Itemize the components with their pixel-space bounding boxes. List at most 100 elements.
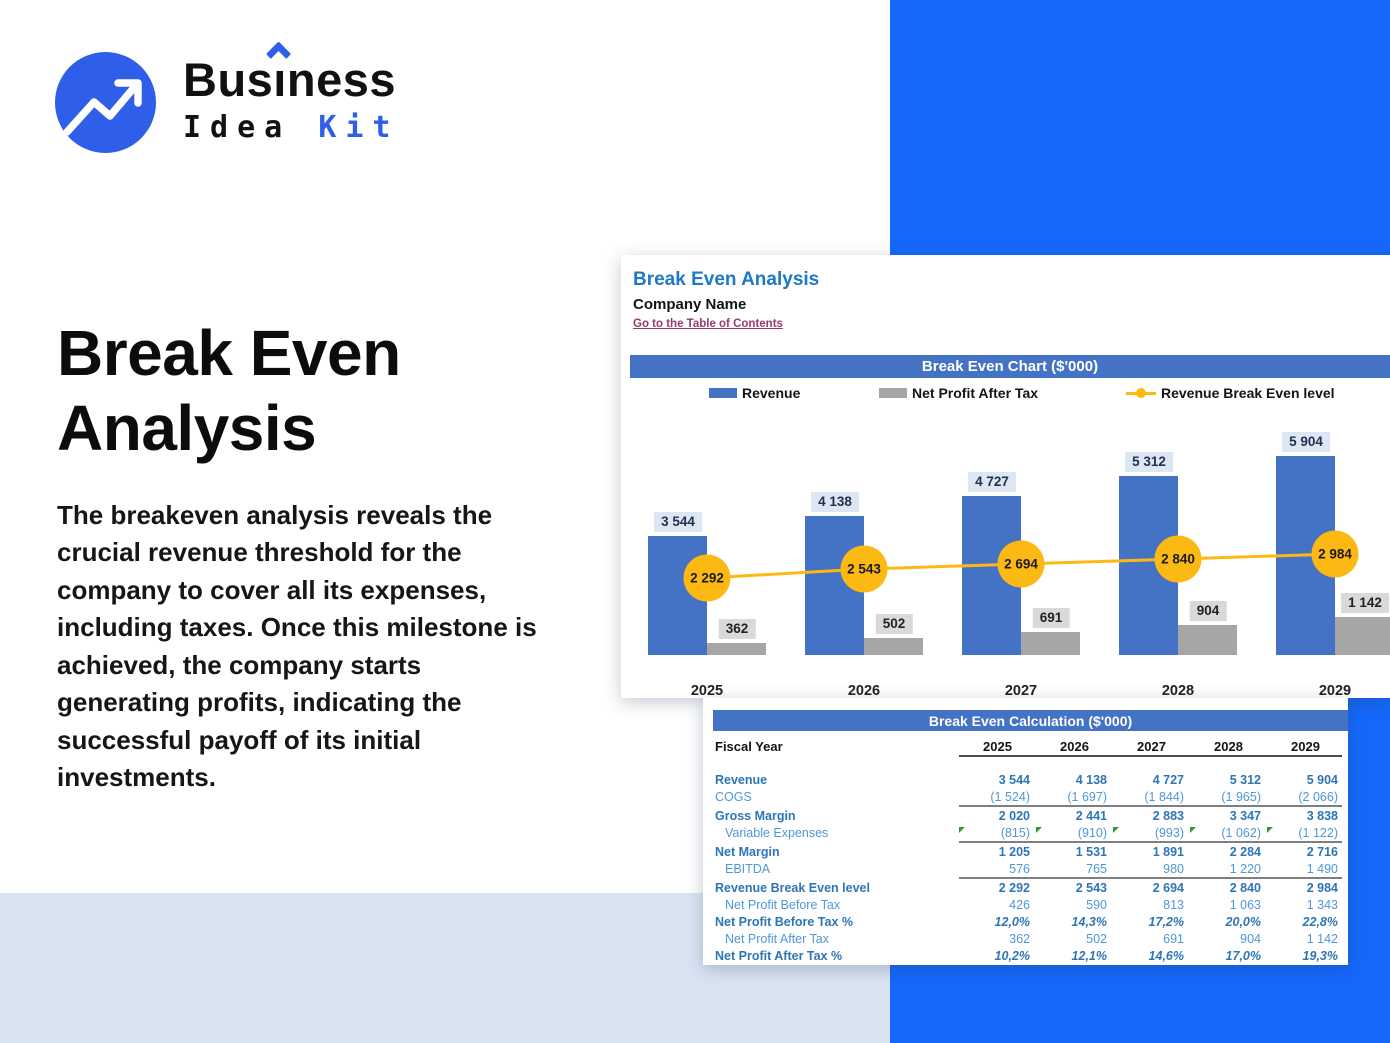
revenue-value-label: 5 312 <box>1125 452 1173 472</box>
row-value: 4 138 <box>1075 772 1107 787</box>
row-value: 2 984 <box>1306 880 1338 895</box>
row-value: (1 697) <box>1067 789 1107 804</box>
row-value: 765 <box>1086 861 1107 876</box>
row-value: (1 062) <box>1190 826 1267 840</box>
x-axis-label: 2027 <box>1004 683 1038 699</box>
row-value: 2 284 <box>1229 844 1261 859</box>
revenue-swatch-icon <box>709 388 737 398</box>
row-value: 17,2% <box>1148 914 1184 929</box>
row-value: 2 020 <box>998 808 1030 823</box>
net-profit-value-label: 691 <box>1032 608 1070 628</box>
x-axis-label: 2029 <box>1318 683 1352 699</box>
row-value: (2 066) <box>1298 789 1338 804</box>
row-rule <box>959 877 1342 879</box>
x-axis-label: 2025 <box>690 683 724 699</box>
sheet-title: Break Even Analysis <box>633 269 820 290</box>
legend-item-breakeven: Revenue Break Even level <box>1126 385 1335 401</box>
row-label: Net Profit Before Tax % <box>715 914 853 929</box>
chart-panel: Break Even Analysis Company Name Go to t… <box>621 255 1390 699</box>
year-header: 2025 <box>983 739 1012 754</box>
row-value: 980 <box>1163 861 1184 876</box>
page-description: The breakeven analysis reveals the cruci… <box>57 500 537 793</box>
chart-title-banner: Break Even Chart ($'000) <box>630 355 1390 378</box>
breakeven-marker: 2 840 <box>1154 535 1202 583</box>
row-value: 2 694 <box>1152 880 1184 895</box>
row-value: 5 312 <box>1229 772 1261 787</box>
fiscal-year-row: Fiscal Year 2025 2026 2027 2028 2029 <box>715 738 1342 755</box>
net-profit-value-label: 904 <box>1189 601 1227 621</box>
table-row: Net Profit Before Tax % 12,0% 14,3% 17,2% 20… <box>715 913 1342 930</box>
brand-logo: Busı ness Idea Kit <box>55 41 400 153</box>
row-spacer <box>715 757 1342 771</box>
table-row: Net Profit After Tax 362 502 691 904 1 142 <box>715 930 1342 947</box>
calculation-table-panel: Break Even Calculation ($'000) Fiscal Ye… <box>703 698 1348 965</box>
row-value: 10,2% <box>994 948 1030 963</box>
row-label: EBITDA <box>725 861 771 876</box>
row-value: 4 727 <box>1152 772 1184 787</box>
net-profit-swatch-icon <box>879 388 907 398</box>
table-row: EBITDA 576 765 980 1 220 1 490 <box>715 860 1342 877</box>
table-of-contents-link[interactable]: Go to the Table of Contents <box>633 318 783 330</box>
year-header: 2027 <box>1137 739 1166 754</box>
row-value: 3 347 <box>1229 808 1261 823</box>
row-value: 576 <box>1009 861 1030 876</box>
breakeven-marker: 2 984 <box>1311 530 1359 578</box>
row-value: 20,0% <box>1225 914 1261 929</box>
row-label: Variable Expenses <box>725 825 829 840</box>
row-value: (910) <box>1036 826 1113 840</box>
legend-item-revenue: Revenue <box>709 385 800 401</box>
row-value: 1 891 <box>1152 844 1184 859</box>
net-profit-value-label: 362 <box>718 619 756 639</box>
table-title-banner: Break Even Calculation ($'000) <box>713 710 1348 731</box>
row-value: 3 838 <box>1306 808 1338 823</box>
row-label: Net Profit After Tax % <box>715 948 843 963</box>
row-value: (1 122) <box>1267 826 1344 840</box>
row-value: 14,3% <box>1071 914 1107 929</box>
row-value: 1 142 <box>1306 931 1338 946</box>
row-value: 362 <box>1009 931 1030 946</box>
revenue-value-label: 4 727 <box>968 472 1016 492</box>
net-profit-bar <box>707 643 766 655</box>
year-header: 2028 <box>1214 739 1243 754</box>
row-value: 1 063 <box>1229 897 1261 912</box>
row-value: 904 <box>1240 931 1261 946</box>
row-value: 22,8% <box>1302 914 1338 929</box>
row-value: 1 531 <box>1075 844 1107 859</box>
net-profit-bar <box>1178 625 1237 655</box>
revenue-value-label: 5 904 <box>1282 432 1330 452</box>
row-value: 2 840 <box>1229 880 1261 895</box>
row-value: 426 <box>1009 897 1030 912</box>
row-value: 19,3% <box>1302 948 1338 963</box>
revenue-value-label: 4 138 <box>811 492 859 512</box>
net-profit-bar <box>1021 632 1080 655</box>
row-label: COGS <box>715 789 752 804</box>
net-profit-bar <box>1335 617 1390 655</box>
table-row: Gross Margin 2 020 2 441 2 883 3 347 3 838 <box>715 807 1342 824</box>
table-row: Revenue 3 544 4 138 4 727 5 312 5 904 <box>715 771 1342 788</box>
row-value: 1 343 <box>1306 897 1338 912</box>
row-value: (1 965) <box>1221 789 1261 804</box>
row-value: 590 <box>1086 897 1107 912</box>
row-value: 2 543 <box>1075 880 1107 895</box>
row-value: 14,6% <box>1148 948 1184 963</box>
table-row: Net Margin 1 205 1 531 1 891 2 284 2 716 <box>715 843 1342 860</box>
page-title: Break Even Analysis <box>57 317 401 464</box>
brand-name-secondary: Idea Kit <box>183 110 400 145</box>
net-profit-value-label: 1 142 <box>1341 593 1389 613</box>
row-value: (993) <box>1113 826 1190 840</box>
fiscal-year-label: Fiscal Year <box>715 739 783 754</box>
row-label: Revenue Break Even level <box>715 880 870 895</box>
row-label: Net Profit After Tax <box>725 931 829 946</box>
table-row: Net Profit After Tax % 10,2% 12,1% 14,6% 17,… <box>715 947 1342 964</box>
breakeven-line-swatch-icon <box>1126 391 1156 395</box>
calculation-table: Fiscal Year 2025 2026 2027 2028 2029 Revenue 3 … <box>715 738 1342 964</box>
row-label: Revenue <box>715 772 768 787</box>
trend-arrow-icon <box>55 52 156 153</box>
row-value: 2 716 <box>1306 844 1338 859</box>
brand-wordmark: Busı ness Idea Kit <box>183 41 400 145</box>
table-row: Variable Expenses (815) (910) (993) (1 062)(… <box>715 824 1342 841</box>
year-header: 2026 <box>1060 739 1089 754</box>
breakeven-marker: 2 292 <box>683 554 731 602</box>
company-name: Company Name <box>633 296 747 313</box>
